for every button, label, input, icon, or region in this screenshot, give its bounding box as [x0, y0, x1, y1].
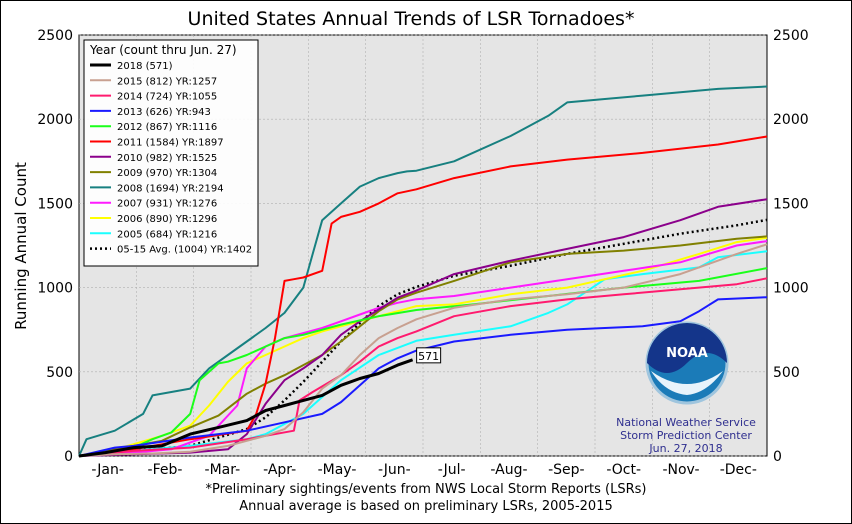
x-tick-label: -Apr- — [263, 462, 296, 478]
legend-label: 2015 (812) YR:1257 — [117, 76, 217, 87]
x-tick-label: -Oct- — [606, 462, 641, 478]
y-tick-label-right: 1500 — [773, 196, 809, 212]
series-line — [78, 236, 768, 457]
y-axis-label: Running Annual Count — [12, 162, 30, 330]
legend-label: 05-15 Avg. (1004) YR:1402 — [117, 245, 252, 256]
annotation-text: 571 — [418, 350, 439, 363]
y-tick-label-left: 2000 — [37, 112, 73, 128]
x-tick-label: -Jun- — [378, 462, 411, 478]
x-tick-label: -May- — [318, 462, 357, 478]
y-tick-label-left: 500 — [46, 365, 73, 381]
x-tick-label: -Mar- — [205, 462, 241, 478]
x-tick-label: -Jan- — [91, 462, 123, 478]
chart-title: United States Annual Trends of LSR Torna… — [188, 8, 635, 30]
annotation-box — [416, 347, 442, 364]
y-axis-left: 0 500 1000 1500 2000 2500 — [37, 28, 73, 465]
series-line — [78, 243, 768, 457]
legend-label: 2018 (571) — [117, 61, 173, 72]
footnote-sightings: *Preliminary sightings/events from NWS L… — [205, 482, 646, 497]
x-tick-label: -Dec- — [720, 462, 757, 478]
x-tick-label: -Feb- — [148, 462, 183, 478]
y-tick-label-left: 1500 — [37, 196, 73, 212]
legend-label: 2007 (931) YR:1276 — [117, 199, 217, 210]
legend-label: 2013 (626) YR:943 — [117, 107, 211, 118]
series-layer — [78, 85, 768, 458]
legend-label: 2012 (867) YR:1116 — [117, 122, 217, 133]
x-axis: -Jan- -Feb- -Mar- -Apr- -May- -Jun- -Jul- -Aug-… — [91, 462, 757, 478]
y-tick-label-left: 1000 — [37, 281, 73, 297]
legend-label: 2008 (1694) YR:2194 — [117, 183, 224, 194]
legend-title: Year (count thru Jun. 27) — [89, 43, 237, 57]
annotation-571: 571 — [416, 347, 442, 364]
series-line — [78, 235, 768, 457]
footnote-average: Annual average is based on preliminary L… — [239, 499, 613, 514]
issue-date-label: Jun. 27, 2018 — [648, 442, 722, 455]
series-line — [78, 218, 768, 458]
y-tick-label-left: 0 — [64, 449, 73, 465]
x-tick-label: -Sep- — [548, 462, 585, 478]
y-tick-label-right: 1000 — [773, 281, 809, 297]
nws-agency-label: National Weather Service — [616, 416, 756, 429]
noaa-logo-wave — [651, 371, 723, 395]
x-tick-label: -Nov- — [662, 462, 699, 478]
series-line — [78, 277, 768, 457]
x-tick-label: -Jul- — [438, 462, 466, 478]
legend-label: 2005 (684) YR:1216 — [117, 229, 217, 240]
spc-label: Storm Prediction Center — [620, 429, 752, 442]
legend: Year (count thru Jun. 27) 2018 (571) 2015… — [83, 39, 259, 267]
y-tick-label-right: 2500 — [773, 28, 809, 44]
y-tick-label-right: 500 — [773, 365, 800, 381]
x-tick-label: -Aug- — [490, 462, 527, 478]
y-axis-right: 0 500 1000 1500 2000 2500 — [773, 28, 809, 465]
series-line — [78, 358, 414, 458]
noaa-logo-text: NOAA — [666, 346, 708, 361]
y-tick-label-left: 2500 — [37, 28, 73, 44]
legend-items: 2018 (571) 2015 (812) YR:1257 2014 (724) Y… — [90, 61, 252, 256]
legend-label: 2010 (982) YR:1525 — [117, 153, 217, 164]
series-line — [78, 85, 768, 457]
legend-label: 2011 (1584) YR:1897 — [117, 138, 224, 149]
noaa-logo-sky — [647, 323, 727, 373]
legend-box — [83, 39, 259, 267]
y-tick-label-right: 0 — [773, 449, 782, 465]
legend-label: 2006 (890) YR:1296 — [117, 214, 217, 225]
legend-label: 2009 (970) YR:1304 — [117, 168, 217, 179]
series-line — [78, 135, 768, 457]
legend-label: 2014 (724) YR:1055 — [117, 92, 217, 103]
series-line — [78, 296, 768, 457]
noaa-logo: NOAA — [645, 321, 729, 405]
y-tick-label-right: 2000 — [773, 112, 809, 128]
